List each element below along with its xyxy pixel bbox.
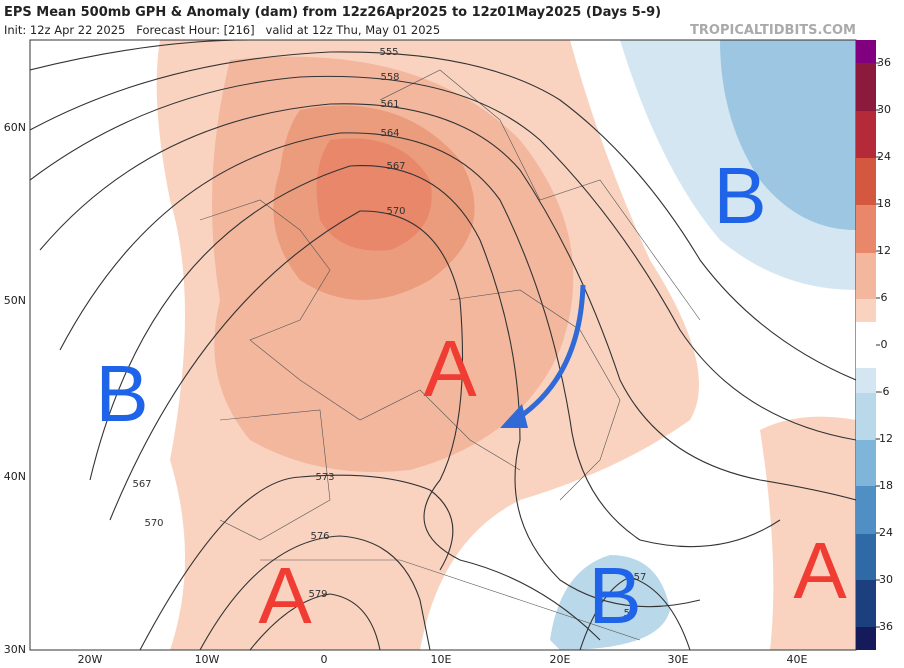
latitude-label: 50N xyxy=(4,294,26,307)
contour-label: 57 xyxy=(634,572,647,583)
pressure-center: A xyxy=(258,551,312,640)
title: EPS Mean 500mb GPH & Anomaly (dam) from … xyxy=(4,5,661,20)
pressure-center: A xyxy=(423,324,477,413)
contour-label: 558 xyxy=(380,72,399,83)
colorbar-label: 36 xyxy=(877,56,891,69)
pressure-center: B xyxy=(95,349,148,438)
contour-label: 570 xyxy=(144,518,163,529)
contour-label: 576 xyxy=(310,531,329,542)
longitude-label: 40E xyxy=(787,653,808,666)
subtitle: Init: 12z Apr 22 2025 Forecast Hour: [21… xyxy=(4,23,440,37)
contour-label: 567 xyxy=(386,161,405,172)
pressure-center: B xyxy=(588,551,641,640)
colorbar-label: -24 xyxy=(875,526,893,539)
latitude-label: 60N xyxy=(4,121,26,134)
contour-label: 567 xyxy=(132,479,151,490)
pressure-center: A xyxy=(793,526,847,615)
colorbar-label: 12 xyxy=(877,244,891,257)
colorbar xyxy=(856,40,876,650)
longitude-label: 20W xyxy=(78,653,103,666)
longitude-label: 20E xyxy=(550,653,571,666)
contour-label: 555 xyxy=(379,47,398,58)
contour-label: 570 xyxy=(386,206,405,217)
watermark: TROPICALTIDBITS.COM xyxy=(690,23,856,38)
contour-label: 573 xyxy=(315,472,334,483)
longitude-label: 10E xyxy=(431,653,452,666)
colorbar-label: 18 xyxy=(877,197,891,210)
colorbar-label: 30 xyxy=(877,103,891,116)
longitude-label: 10W xyxy=(195,653,220,666)
contour-label: 564 xyxy=(380,128,399,139)
colorbar-label: -36 xyxy=(875,620,893,633)
longitude-label: 30E xyxy=(668,653,689,666)
contour-label: 561 xyxy=(380,99,399,110)
colorbar-label: 24 xyxy=(877,150,891,163)
colorbar-label: 6 xyxy=(881,291,888,304)
colorbar-label: -6 xyxy=(879,385,890,398)
contour-label: 57 xyxy=(624,608,637,619)
latitude-label: 30N xyxy=(4,643,26,656)
colorbar-label: 0 xyxy=(881,338,888,351)
colorbar-label: -30 xyxy=(875,573,893,586)
longitude-label: 0 xyxy=(321,653,328,666)
map-area xyxy=(29,39,857,651)
colorbar-label: -12 xyxy=(875,432,893,445)
contour-label: 579 xyxy=(308,589,327,600)
latitude-label: 40N xyxy=(4,470,26,483)
colorbar-label: -18 xyxy=(875,479,893,492)
pressure-center: B xyxy=(713,151,766,240)
